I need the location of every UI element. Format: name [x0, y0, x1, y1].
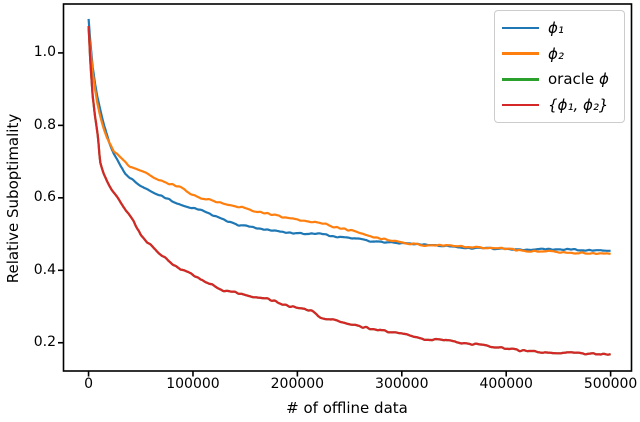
x-tick-label: 100000	[166, 376, 220, 392]
legend-label-text: oracle	[548, 70, 599, 89]
legend-label: oracle ϕ	[548, 70, 609, 88]
axis-ticks	[58, 52, 612, 377]
legend-label: {ϕ₁, ϕ₂}	[548, 96, 608, 114]
legend-label-math: ϕ₁	[548, 18, 564, 37]
legend-entry: oracle ϕ	[502, 70, 618, 88]
legend-line-sample	[502, 78, 539, 81]
legend-entry: ϕ₂	[502, 45, 618, 63]
y-tick-label: 1.0	[33, 44, 56, 61]
y-tick-label: 0.6	[33, 189, 56, 206]
legend-line-sample	[502, 103, 539, 107]
legend-entry: {ϕ₁, ϕ₂}	[502, 96, 618, 114]
legend-line-sample	[502, 26, 539, 30]
series-line-3	[87, 26, 611, 356]
x-tick-label: 300000	[375, 376, 429, 392]
x-tick-label: 400000	[479, 376, 533, 392]
x-tick-label: 0	[84, 376, 93, 392]
legend-label: ϕ₁	[548, 19, 564, 37]
data-curves	[87, 18, 611, 356]
legend-entry: ϕ₁	[502, 19, 618, 37]
legend-label-math: ϕ₂	[548, 44, 564, 63]
y-tick-label: 0.8	[33, 116, 56, 133]
x-tick-label: 200000	[270, 376, 325, 392]
x-axis-label: # of offline data	[286, 399, 408, 417]
plot-border	[62, 3, 633, 372]
y-tick-label: 0.2	[33, 334, 56, 351]
legend: ϕ₁ ϕ₂ oracle ϕ {ϕ₁, ϕ₂}	[494, 10, 625, 123]
x-tick-label: 500000	[583, 376, 638, 392]
y-axis-label: Relative Suboptimality	[4, 113, 22, 284]
legend-line-sample	[502, 52, 539, 55]
legend-label-math: {ϕ₁, ϕ₂}	[548, 96, 609, 115]
legend-label-math: ϕ	[598, 70, 609, 89]
series-line-1	[87, 27, 611, 256]
legend-label: ϕ₂	[548, 45, 564, 63]
axes-spines	[62, 3, 633, 372]
y-tick-label: 0.4	[33, 261, 56, 278]
